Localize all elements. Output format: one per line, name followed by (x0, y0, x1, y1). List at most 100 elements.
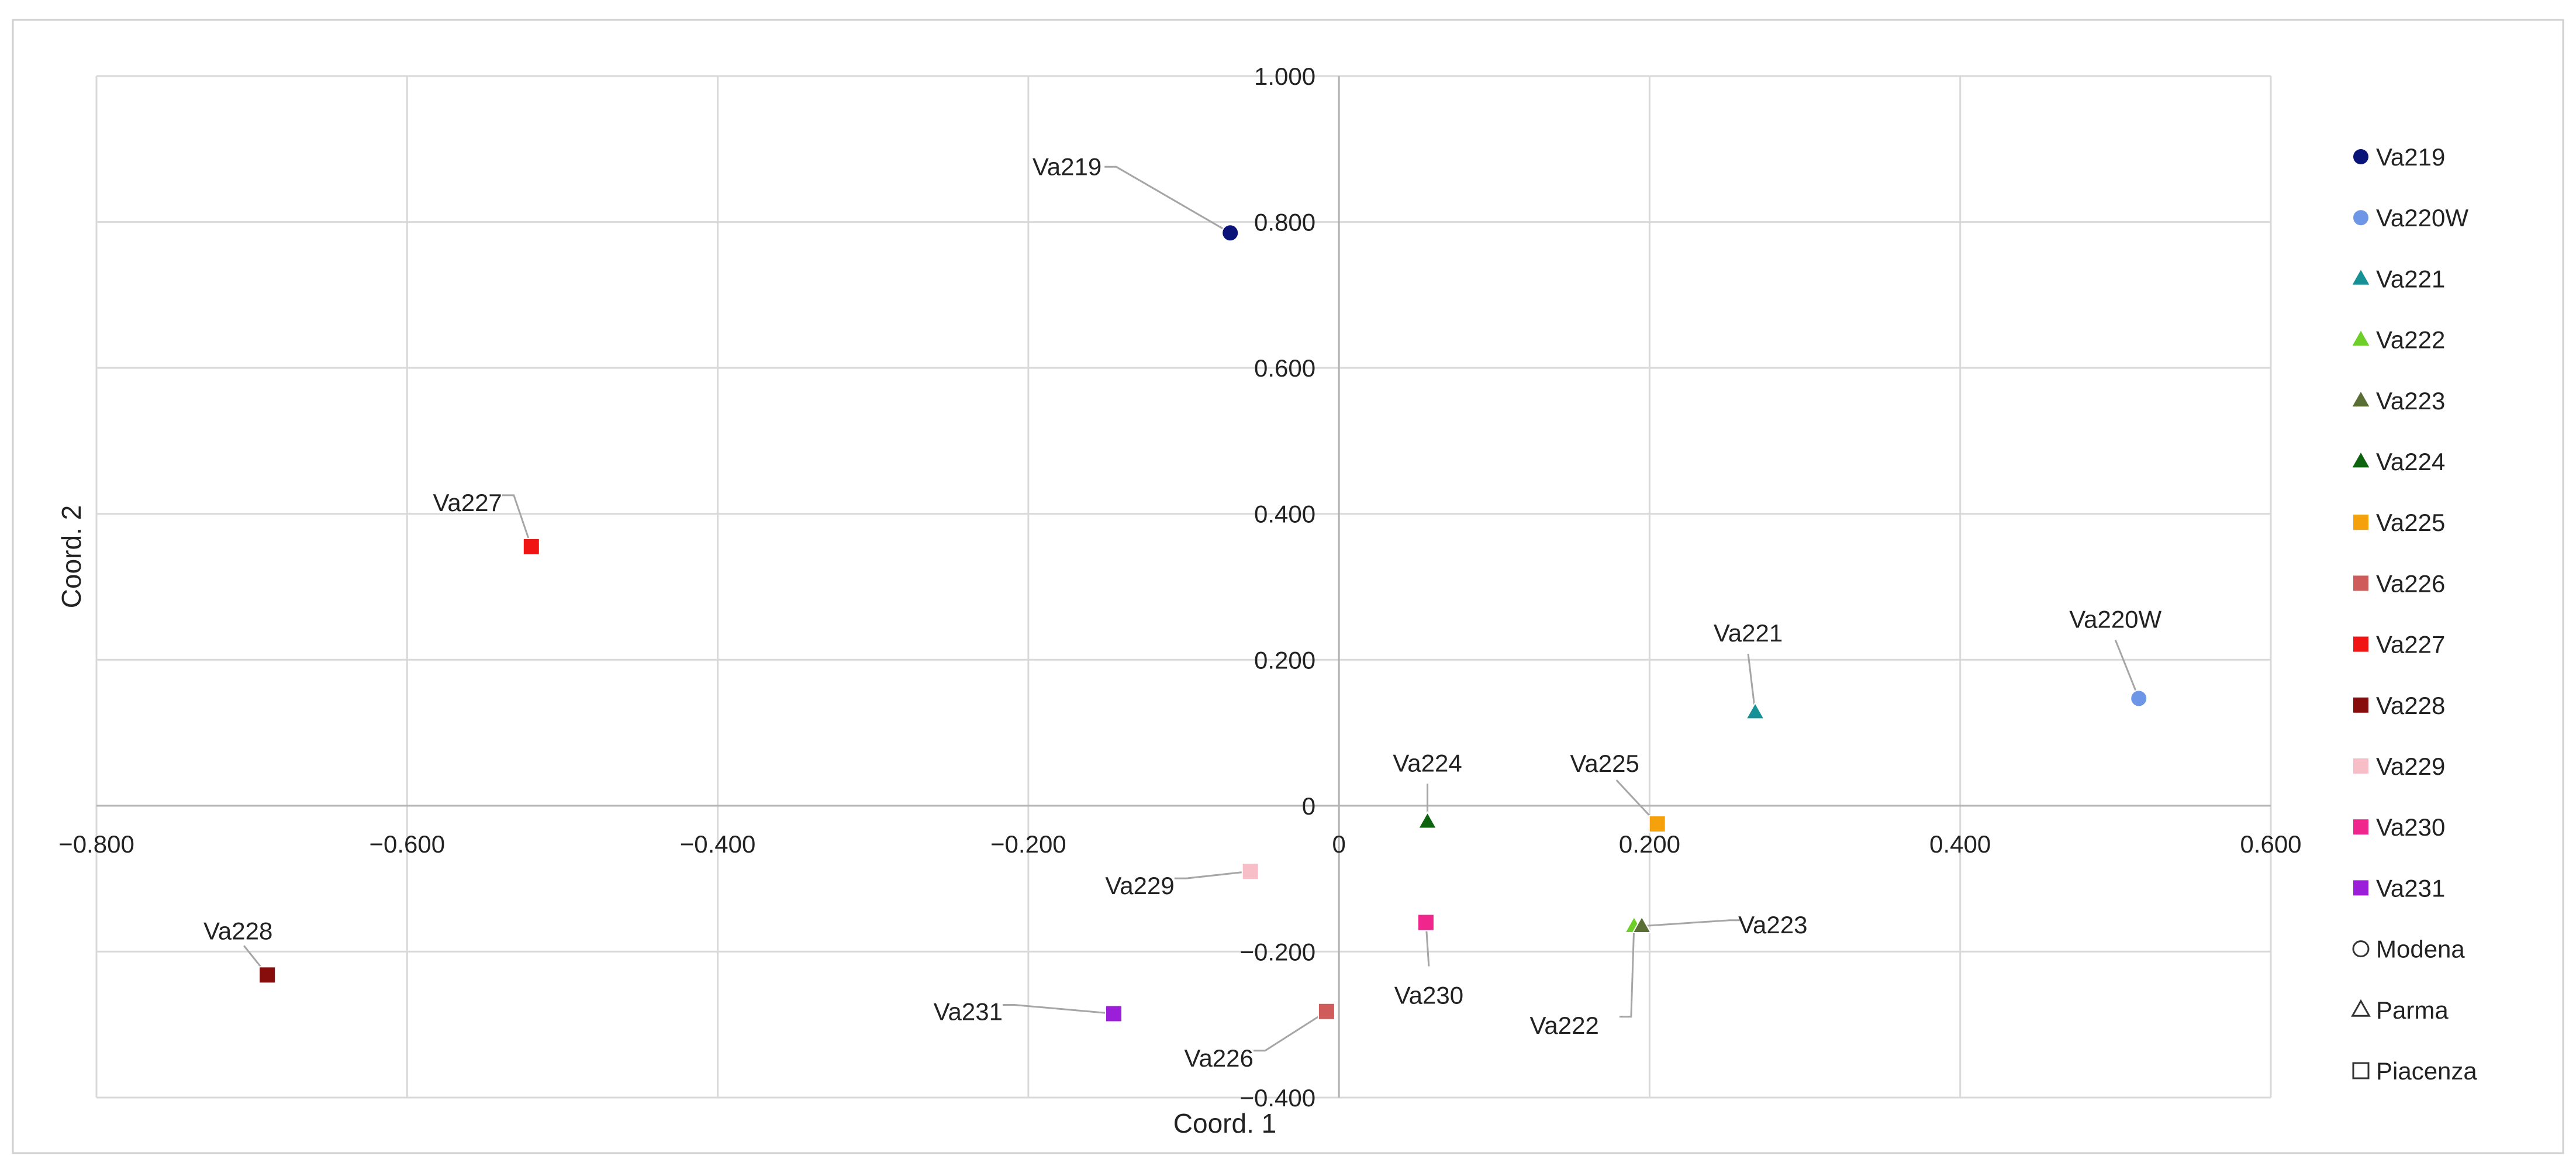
data-point-va223 (1632, 915, 1652, 933)
point-label-va227: Va227 (433, 489, 502, 516)
y-tick-label: 1.000 (1254, 63, 1315, 90)
legend-marker (2353, 636, 2368, 652)
point-label-va222: Va222 (1530, 1012, 1599, 1039)
legend-label: Va224 (2376, 448, 2445, 475)
legend-item-va230: Va230 (2353, 813, 2445, 841)
legend-item-parma: Parma (2351, 996, 2449, 1024)
leader-line (1747, 653, 1756, 713)
legend-label: Va227 (2376, 631, 2445, 658)
legend-marker (2352, 453, 2370, 468)
x-tick-label: 0 (1332, 830, 1345, 858)
y-tick-label: 0.400 (1254, 501, 1315, 528)
data-point-va230 (1417, 913, 1435, 932)
legend-marker (2353, 210, 2368, 226)
y-tick-label: 0.800 (1254, 209, 1315, 236)
legend-item-modena: Modena (2352, 936, 2465, 963)
y-tick-label: 0 (1302, 792, 1315, 820)
x-tick-label: 0.200 (1619, 830, 1680, 858)
leader-line (1253, 1010, 1327, 1052)
legend-label: Modena (2376, 936, 2465, 963)
x-tick-label: −0.400 (680, 830, 756, 858)
legend-item-va219: Va219 (2353, 143, 2445, 171)
data-point-va224 (1417, 811, 1438, 829)
x-tick-label: −0.200 (990, 830, 1066, 858)
legend-item-va224: Va224 (2352, 448, 2445, 475)
leader-line (502, 494, 533, 547)
legend-label: Va225 (2376, 509, 2445, 536)
legend-item-va225: Va225 (2353, 509, 2445, 536)
legend-marker (2353, 880, 2368, 896)
leader-line (1002, 1003, 1114, 1015)
legend-marker (2351, 999, 2371, 1017)
y-axis-title: Coord. 2 (56, 505, 87, 608)
legend-item-va221: Va221 (2352, 265, 2445, 292)
data-point-va221 (1745, 701, 1766, 720)
point-label-va221: Va221 (1714, 619, 1783, 647)
leader-line (1104, 165, 1231, 234)
legend-label: Va228 (2376, 692, 2445, 719)
point-label-va225: Va225 (1570, 750, 1639, 777)
legend-marker (2353, 575, 2368, 591)
legend-marker (2352, 330, 2370, 346)
point-labels: Va219 Va220W Va221 Va222 Va223 Va224 Va225 Va22… (203, 153, 2162, 1071)
x-tick-label: −0.600 (369, 830, 445, 858)
legend-item-va228: Va228 (2353, 692, 2445, 719)
data-points (258, 224, 2148, 1023)
legend-label: Va219 (2376, 143, 2445, 171)
legend-item-va231: Va231 (2353, 874, 2445, 902)
chart-border (12, 19, 2564, 1154)
data-point-va229 (1241, 862, 1259, 881)
legend-label: Va222 (2376, 326, 2445, 354)
axes (96, 76, 2271, 1098)
legend-item-piacenza: Piacenza (2352, 1057, 2477, 1085)
legend: Va219 Va220W Va221 Va222 Va223 Va224 Va225 Va22… (2351, 143, 2477, 1085)
legend-marker (2352, 391, 2370, 407)
legend-marker (2353, 819, 2368, 835)
data-point-va227 (522, 537, 540, 556)
y-tick-label: 0.600 (1254, 354, 1315, 382)
legend-label: Va226 (2376, 570, 2445, 597)
legend-item-va222: Va222 (2352, 326, 2445, 354)
point-label-va223: Va223 (1738, 911, 1807, 939)
y-tick-label: −0.400 (1240, 1084, 1316, 1112)
point-label-va219: Va219 (1033, 153, 1101, 180)
legend-label: Parma (2376, 996, 2449, 1024)
leader-line (1174, 870, 1251, 879)
legend-label: Piacenza (2376, 1057, 2477, 1085)
legend-label: Va230 (2376, 813, 2445, 841)
data-point-va226 (1317, 1002, 1335, 1020)
legend-marker (2352, 940, 2370, 958)
x-tick-label: 0.600 (2240, 830, 2301, 858)
point-label-va220w: Va220W (2069, 605, 2161, 633)
data-point-va231 (1104, 1005, 1123, 1023)
data-point-va225 (1648, 815, 1666, 833)
legend-label: Va229 (2376, 753, 2445, 780)
leader-line (1619, 926, 1635, 1018)
y-tick-label: −0.200 (1240, 938, 1316, 965)
point-label-va230: Va230 (1394, 982, 1463, 1009)
legend-marker (2353, 758, 2368, 774)
legend-marker (2353, 149, 2368, 164)
data-point-va220w (2130, 689, 2148, 708)
legend-label: Va223 (2376, 387, 2445, 415)
leader-line (1642, 919, 1742, 927)
legend-marker (2352, 1062, 2370, 1079)
tick-labels: −0.800 −0.600 −0.400 −0.200 0 0.200 0.400 0.600… (58, 63, 2301, 1112)
legend-marker (2353, 697, 2368, 713)
x-tick-label: 0.400 (1929, 830, 1991, 858)
legend-item-va223: Va223 (2352, 387, 2445, 415)
legend-label: Va231 (2376, 874, 2445, 902)
legend-item-va229: Va229 (2353, 753, 2445, 780)
point-label-va226: Va226 (1185, 1044, 1254, 1072)
legend-item-va227: Va227 (2353, 631, 2445, 658)
point-label-va231: Va231 (934, 998, 1003, 1025)
y-tick-label: 0.200 (1254, 646, 1315, 674)
x-tick-label: −0.800 (58, 830, 134, 858)
legend-label: Va221 (2376, 265, 2445, 292)
data-point-va219 (1221, 224, 1239, 242)
legend-item-va226: Va226 (2353, 570, 2445, 597)
point-label-va229: Va229 (1105, 872, 1174, 899)
legend-label: Va220W (2376, 204, 2468, 232)
point-label-va228: Va228 (203, 917, 272, 944)
